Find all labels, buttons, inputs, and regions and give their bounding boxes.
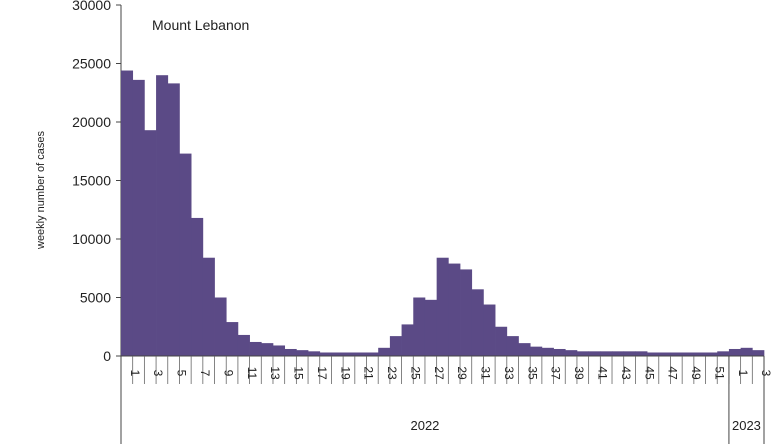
x-group-label: 2022 xyxy=(410,418,439,433)
bar xyxy=(378,347,391,356)
bar xyxy=(237,334,250,356)
bar xyxy=(226,322,239,356)
bar xyxy=(389,336,402,356)
x-tick-label: 27 xyxy=(432,366,446,380)
bar xyxy=(740,347,753,356)
x-tick-label: 15 xyxy=(292,366,306,380)
bar xyxy=(518,343,531,356)
bar xyxy=(284,348,297,356)
x-tick-label: 17 xyxy=(315,366,329,380)
y-tick-label: 20000 xyxy=(72,114,111,130)
x-tick-label: 39 xyxy=(572,366,586,380)
x-tick-label: 7 xyxy=(198,370,212,377)
x-tick-label: 3 xyxy=(759,370,773,377)
bar xyxy=(600,351,613,356)
bar xyxy=(308,351,321,356)
bar xyxy=(635,351,648,356)
bar xyxy=(565,350,578,356)
chart-title: Mount Lebanon xyxy=(152,17,249,33)
bar xyxy=(483,304,496,356)
bar xyxy=(132,79,145,356)
bar xyxy=(506,336,519,356)
bar xyxy=(424,299,437,356)
y-axis-label: weekly number of cases xyxy=(35,131,47,250)
bar xyxy=(705,352,718,356)
bar xyxy=(401,324,414,356)
bar xyxy=(319,352,332,356)
x-tick-label: 3 xyxy=(151,370,165,377)
bar xyxy=(191,217,204,356)
x-tick-label: 21 xyxy=(362,366,376,380)
x-tick-label: 31 xyxy=(479,366,493,380)
x-tick-label: 47 xyxy=(666,366,680,380)
bar xyxy=(436,257,449,356)
bar xyxy=(156,75,169,356)
bar xyxy=(448,263,461,356)
x-tick-label: 33 xyxy=(502,366,516,380)
bar xyxy=(693,352,706,356)
x-tick-label: 11 xyxy=(245,367,259,380)
y-tick-label: 25000 xyxy=(72,56,111,72)
x-tick-label: 1 xyxy=(736,370,750,377)
bar xyxy=(214,297,227,356)
y-tick-label: 30000 xyxy=(72,0,111,13)
bar xyxy=(261,343,274,356)
x-group-label: 2023 xyxy=(732,418,761,433)
x-tick-label: 49 xyxy=(689,366,703,380)
x-tick-label: 45 xyxy=(642,366,656,380)
bar xyxy=(460,269,473,356)
x-tick-label: 51 xyxy=(712,366,726,380)
x-tick-label: 9 xyxy=(221,370,235,377)
bar xyxy=(179,153,192,356)
bar xyxy=(331,352,344,356)
bar xyxy=(471,289,484,356)
bar xyxy=(682,352,695,356)
y-tick-label: 10000 xyxy=(72,231,111,247)
y-tick-label: 5000 xyxy=(80,290,111,306)
bar xyxy=(144,130,157,356)
bar xyxy=(272,345,286,356)
x-tick-label: 41 xyxy=(595,366,609,380)
bar xyxy=(530,346,543,356)
x-axis: 1 3 5 7 9 11 13 15 17 19 21 23 25 27 29 31 33 35 37 39 41 43 4… xyxy=(120,355,773,444)
bar xyxy=(588,351,601,356)
x-tick-label: 25 xyxy=(408,366,422,380)
bar xyxy=(366,352,379,356)
bar xyxy=(249,341,262,356)
y-tick-label: 15000 xyxy=(72,173,111,189)
bar xyxy=(343,352,356,356)
bar xyxy=(717,351,730,356)
bar xyxy=(728,348,741,356)
bar xyxy=(612,351,625,356)
y-tick-label: 0 xyxy=(103,348,111,364)
bar xyxy=(752,350,765,356)
bar xyxy=(354,352,367,356)
bar xyxy=(553,348,566,356)
x-tick-label: 13 xyxy=(268,366,282,380)
bar xyxy=(202,257,215,356)
bar xyxy=(623,351,636,356)
bar xyxy=(296,350,309,356)
x-tick-label: 19 xyxy=(338,366,352,380)
x-tick-label: 1 xyxy=(128,370,142,377)
y-axis: 0 5000 10000 15000 20000 25000 30000 xyxy=(72,0,122,364)
bar xyxy=(121,70,134,357)
x-tick-label: 35 xyxy=(525,366,539,380)
bar xyxy=(670,352,683,356)
x-tick-label: 29 xyxy=(455,366,469,380)
bar xyxy=(647,352,660,356)
bar xyxy=(167,83,180,356)
x-tick-label: 43 xyxy=(619,366,633,380)
bar xyxy=(495,326,508,356)
bar xyxy=(576,351,589,356)
bars xyxy=(121,70,765,357)
bar xyxy=(541,347,554,356)
bar xyxy=(658,352,671,356)
bar xyxy=(413,297,426,356)
x-tick-label: 37 xyxy=(549,366,563,380)
x-tick-label: 5 xyxy=(175,370,189,377)
x-tick-label: 23 xyxy=(385,366,399,380)
